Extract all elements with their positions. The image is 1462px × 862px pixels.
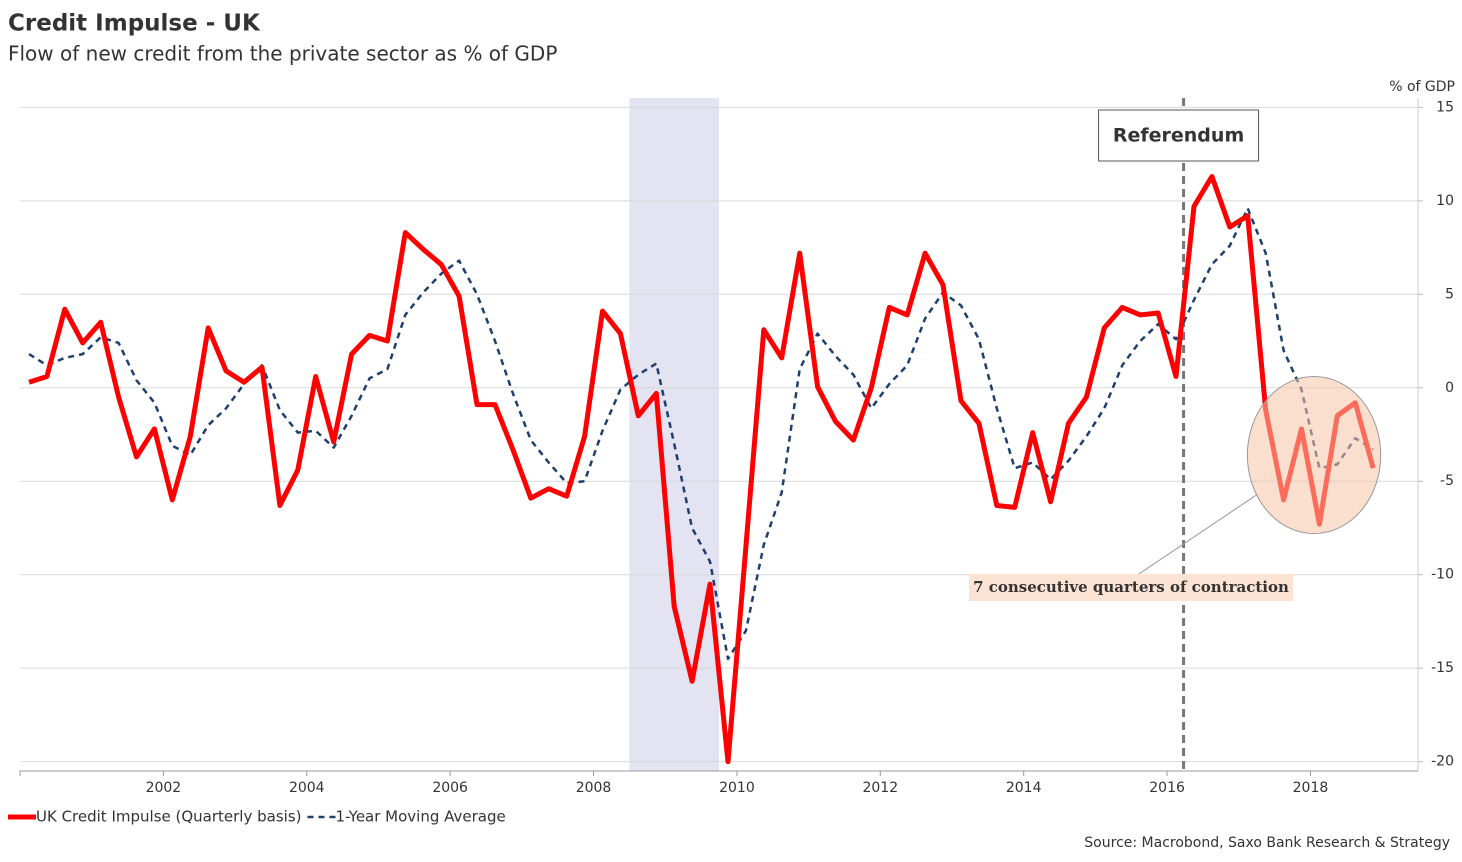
legend-label: UK Credit Impulse (Quarterly basis)	[36, 808, 301, 826]
y-tick-label: -10	[1431, 567, 1454, 583]
x-tick-label: 2008	[576, 780, 612, 796]
x-tick-label: 2012	[862, 780, 898, 796]
x-tick-label: 2004	[289, 780, 325, 796]
legend-label: 1-Year Moving Average	[335, 808, 505, 826]
x-tick-label: 2014	[1006, 780, 1042, 796]
reference-label-box	[1098, 109, 1260, 162]
reference-label: Referendum	[1113, 125, 1244, 147]
y-tick-label: 15	[1436, 99, 1454, 115]
y-tick-label: -20	[1431, 754, 1454, 770]
x-tick-label: 2002	[146, 780, 182, 796]
y-tick-label: -5	[1440, 473, 1454, 489]
chart-title: Credit Impulse - UK	[8, 11, 261, 37]
x-tick-label: 2006	[432, 780, 468, 796]
y-tick-label: 0	[1445, 380, 1454, 396]
callout-leader	[1129, 493, 1258, 581]
chart-subtitle: Flow of new credit from the private sect…	[8, 42, 557, 66]
callout-box	[969, 574, 1293, 601]
y-axis-label: % of GDP	[1389, 79, 1455, 95]
x-tick-label: 2010	[719, 780, 755, 796]
x-tick-label: 2016	[1149, 780, 1185, 796]
y-tick-label: 5	[1445, 286, 1454, 302]
y-tick-label: 10	[1436, 193, 1454, 209]
series-line	[28, 174, 1376, 765]
highlight-circle	[1246, 376, 1382, 535]
recession-band	[629, 98, 719, 771]
y-tick-label: -15	[1431, 660, 1454, 676]
x-tick-label: 2018	[1293, 780, 1329, 796]
source: Source: Macrobond, Saxo Bank Research & …	[1084, 835, 1450, 851]
callout-text: 7 consecutive quarters of contraction	[973, 578, 1289, 596]
